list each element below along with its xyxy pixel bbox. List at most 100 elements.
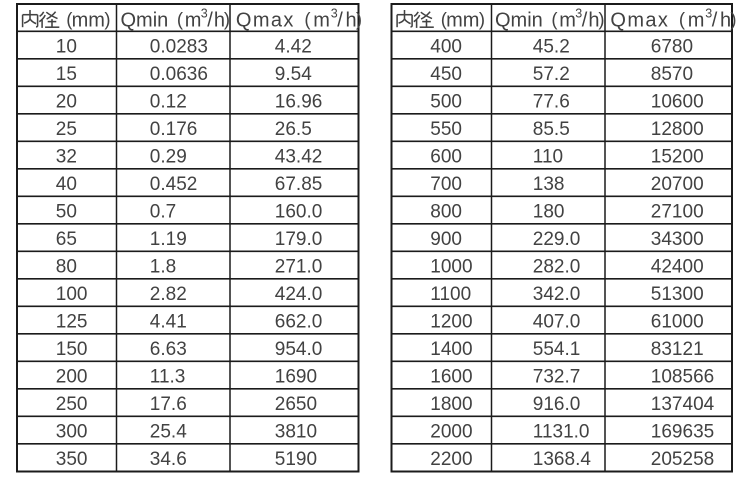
svg-text:61000: 61000 bbox=[651, 312, 704, 333]
svg-text:mm: mm bbox=[446, 9, 479, 31]
svg-text:/: / bbox=[207, 9, 213, 31]
svg-text:26.5: 26.5 bbox=[275, 119, 312, 140]
svg-text:342.0: 342.0 bbox=[533, 284, 581, 305]
svg-text:8570: 8570 bbox=[651, 64, 693, 85]
svg-text:Qmax: Qmax bbox=[610, 9, 669, 31]
svg-text:34300: 34300 bbox=[651, 229, 704, 250]
svg-text:200: 200 bbox=[56, 367, 88, 388]
svg-text:): ) bbox=[224, 8, 230, 29]
svg-text:51300: 51300 bbox=[651, 284, 704, 305]
svg-text:25.4: 25.4 bbox=[150, 422, 187, 443]
svg-text:108566: 108566 bbox=[651, 367, 714, 388]
svg-text:550: 550 bbox=[430, 119, 462, 140]
svg-text:80: 80 bbox=[56, 257, 77, 278]
svg-text:45.2: 45.2 bbox=[533, 37, 570, 58]
svg-text:15: 15 bbox=[56, 64, 77, 85]
svg-text:1800: 1800 bbox=[430, 394, 472, 415]
svg-text:0.176: 0.176 bbox=[150, 119, 198, 140]
svg-text:3810: 3810 bbox=[275, 422, 317, 443]
svg-text:407.0: 407.0 bbox=[533, 312, 581, 333]
svg-text:4.41: 4.41 bbox=[150, 312, 187, 333]
svg-text:1368.4: 1368.4 bbox=[533, 449, 592, 470]
svg-text:450: 450 bbox=[430, 64, 462, 85]
svg-text:32: 32 bbox=[56, 147, 77, 168]
svg-text:800: 800 bbox=[430, 202, 462, 223]
svg-text:m: m bbox=[185, 9, 202, 31]
svg-text:2000: 2000 bbox=[430, 422, 472, 443]
svg-text:/: / bbox=[582, 9, 588, 31]
svg-text:20: 20 bbox=[56, 92, 77, 113]
svg-text:700: 700 bbox=[430, 174, 462, 195]
svg-text:): ) bbox=[598, 8, 604, 29]
svg-text:954.0: 954.0 bbox=[275, 339, 323, 360]
svg-text:180: 180 bbox=[533, 202, 565, 223]
svg-text:1.19: 1.19 bbox=[150, 229, 187, 250]
svg-text:(: ( bbox=[177, 8, 184, 29]
svg-text:16.96: 16.96 bbox=[275, 92, 323, 113]
svg-text:6780: 6780 bbox=[651, 37, 693, 58]
svg-text:): ) bbox=[479, 8, 485, 29]
svg-text:43.42: 43.42 bbox=[275, 147, 323, 168]
svg-text:40: 40 bbox=[56, 174, 77, 195]
svg-text:1131.0: 1131.0 bbox=[533, 422, 590, 443]
svg-text:85.5: 85.5 bbox=[533, 119, 570, 140]
svg-text:662.0: 662.0 bbox=[275, 312, 323, 333]
svg-text:(: ( bbox=[551, 8, 558, 29]
svg-text:150: 150 bbox=[56, 339, 88, 360]
svg-text:h: h bbox=[214, 9, 225, 31]
svg-text:100: 100 bbox=[56, 284, 88, 305]
svg-text:57.2: 57.2 bbox=[533, 64, 570, 85]
svg-text:(: ( bbox=[441, 8, 448, 29]
svg-text:271.0: 271.0 bbox=[275, 257, 323, 278]
svg-text:169635: 169635 bbox=[651, 422, 714, 443]
svg-text:1200: 1200 bbox=[430, 312, 472, 333]
svg-text:2.82: 2.82 bbox=[150, 284, 187, 305]
svg-text:110: 110 bbox=[533, 147, 563, 168]
svg-text:732.7: 732.7 bbox=[533, 367, 581, 388]
svg-text:12800: 12800 bbox=[651, 119, 704, 140]
svg-text:0.12: 0.12 bbox=[150, 92, 187, 113]
svg-text:282.0: 282.0 bbox=[533, 257, 581, 278]
svg-text:42400: 42400 bbox=[651, 257, 704, 278]
svg-text:916.0: 916.0 bbox=[533, 394, 581, 415]
svg-text:0.0636: 0.0636 bbox=[150, 64, 208, 85]
svg-text:9.54: 9.54 bbox=[275, 64, 312, 85]
svg-text:Qmin: Qmin bbox=[121, 9, 169, 31]
svg-text:554.1: 554.1 bbox=[533, 339, 581, 360]
svg-text:179.0: 179.0 bbox=[275, 229, 323, 250]
svg-text:2650: 2650 bbox=[275, 394, 317, 415]
svg-text:2200: 2200 bbox=[430, 449, 472, 470]
svg-text:50: 50 bbox=[56, 202, 77, 223]
svg-text:): ) bbox=[730, 8, 736, 29]
svg-text:5190: 5190 bbox=[275, 449, 317, 470]
svg-text:1.8: 1.8 bbox=[150, 257, 176, 278]
svg-text:(: ( bbox=[66, 8, 73, 29]
svg-text:17.6: 17.6 bbox=[150, 394, 187, 415]
svg-text:Qmin: Qmin bbox=[495, 9, 543, 31]
svg-text:Qmax: Qmax bbox=[236, 9, 295, 31]
svg-text:34.6: 34.6 bbox=[150, 449, 187, 470]
svg-text:67.85: 67.85 bbox=[275, 174, 323, 195]
svg-text:0.7: 0.7 bbox=[150, 202, 176, 223]
svg-text:1690: 1690 bbox=[275, 367, 317, 388]
svg-text:20700: 20700 bbox=[651, 174, 704, 195]
svg-text:27100: 27100 bbox=[651, 202, 704, 223]
svg-text:25: 25 bbox=[56, 119, 77, 140]
svg-text:6.63: 6.63 bbox=[150, 339, 187, 360]
svg-text:): ) bbox=[356, 8, 362, 29]
svg-text:424.0: 424.0 bbox=[275, 284, 323, 305]
svg-text:137404: 137404 bbox=[651, 394, 715, 415]
svg-text:3: 3 bbox=[201, 6, 208, 20]
svg-text:1600: 1600 bbox=[430, 367, 472, 388]
svg-text:350: 350 bbox=[56, 449, 88, 470]
svg-text:600: 600 bbox=[430, 147, 462, 168]
svg-text:h: h bbox=[720, 9, 731, 31]
svg-text:1400: 1400 bbox=[430, 339, 472, 360]
svg-text:3: 3 bbox=[705, 6, 712, 20]
svg-text:500: 500 bbox=[430, 92, 462, 113]
svg-text:m: m bbox=[688, 9, 705, 31]
svg-text:(: ( bbox=[679, 8, 686, 29]
svg-text:): ) bbox=[104, 8, 110, 29]
svg-text:250: 250 bbox=[56, 394, 88, 415]
svg-text:h: h bbox=[588, 9, 599, 31]
